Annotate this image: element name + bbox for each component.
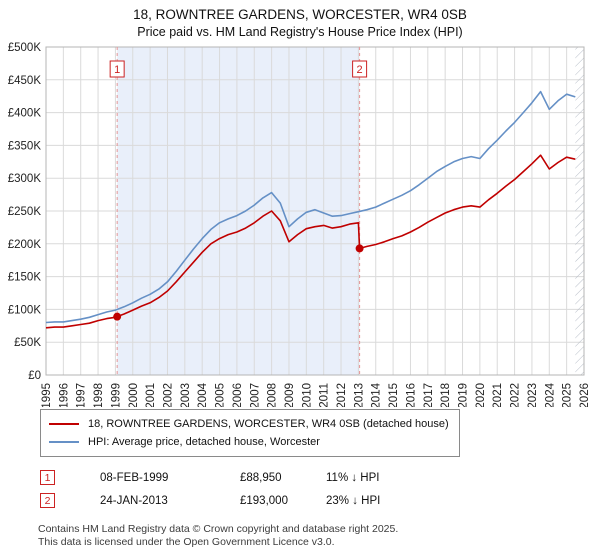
legend-label-hpi: HPI: Average price, detached house, Worc…: [88, 436, 320, 448]
x-tick-label: 2005: [215, 383, 227, 407]
x-tick-label: 2019: [458, 383, 470, 407]
sale-row-2: 2 24-JAN-2013 £193,000 23% ↓ HPI: [40, 489, 600, 512]
property-series-line: [45, 154, 576, 329]
x-tick-label: 2022: [510, 383, 522, 407]
y-tick-label: £50K: [14, 337, 41, 349]
sale-row-1: 1 08-FEB-1999 £88,950 11% ↓ HPI: [40, 466, 600, 489]
sales-list: 1 08-FEB-1999 £88,950 11% ↓ HPI 2 24-JAN…: [40, 466, 600, 512]
footer-line-2: This data is licensed under the Open Gov…: [38, 535, 335, 548]
x-tick-label: 2024: [544, 382, 556, 407]
x-tick-label: 2006: [232, 383, 244, 407]
sale-2-number-badge: 2: [40, 493, 55, 508]
x-tick-label: 2013: [353, 383, 365, 407]
x-tick-label: 1998: [93, 383, 105, 407]
x-tick-label: 2003: [180, 383, 192, 407]
x-tick-label: 1997: [76, 383, 88, 407]
sale-number-label: 1: [114, 64, 120, 76]
sale-point-marker: [113, 312, 122, 321]
x-tick-label: 2016: [405, 383, 417, 407]
x-tick-label: 2014: [371, 382, 383, 407]
sale-2-price: £193,000: [240, 494, 288, 507]
chart-title: 18, ROWNTREE GARDENS, WORCESTER, WR4 0SB: [133, 7, 467, 22]
x-tick-label: 2009: [284, 383, 296, 407]
x-tick-label: 1999: [110, 383, 122, 407]
y-tick-label: £150K: [8, 272, 42, 284]
x-tick-label: 2025: [562, 383, 574, 407]
y-tick-label: £500K: [8, 42, 42, 54]
x-tick-label: 2004: [197, 382, 209, 407]
sale-1-number-badge: 1: [40, 470, 55, 485]
property-line-swatch: [49, 423, 79, 425]
chart-header: 18, ROWNTREE GARDENS, WORCESTER, WR4 0SB…: [0, 0, 600, 39]
y-tick-label: £250K: [8, 206, 42, 218]
footer: Contains HM Land Registry data © Crown c…: [38, 523, 600, 548]
hpi-series-line: [45, 90, 576, 324]
x-tick-label: 1995: [41, 383, 53, 407]
hpi-line-swatch: [49, 441, 79, 443]
x-tick-label: 2000: [128, 383, 140, 407]
x-tick-label: 2017: [423, 383, 435, 407]
x-tick-label: 2023: [527, 383, 539, 407]
y-tick-label: £200K: [8, 239, 42, 251]
x-tick-label: 2007: [249, 383, 261, 407]
sale-point-marker: [355, 244, 364, 253]
footer-line-1: Contains HM Land Registry data © Crown c…: [38, 523, 399, 535]
x-tick-label: 2026: [579, 383, 591, 407]
sale-number-box: [352, 60, 368, 78]
x-tick-label: 2015: [388, 383, 400, 407]
price-chart: 1 2 £0 £50K £100K £150K £200K £250K £300K £350K £4…: [8, 42, 591, 407]
y-tick-label: £100K: [8, 304, 42, 316]
plot-border: [45, 46, 585, 376]
y-tick-label: £450K: [8, 75, 42, 87]
x-tick-label: 2001: [145, 383, 157, 407]
x-tick-label: 2010: [301, 383, 313, 407]
future-hatch-region: [575, 47, 584, 375]
legend-item-property: 18, ROWNTREE GARDENS, WORCESTER, WR4 0SB…: [49, 415, 451, 433]
sale-1-date: 08-FEB-1999: [100, 471, 169, 484]
x-tick-label: 2021: [492, 383, 504, 407]
sale-2-hpi-delta: 23% ↓ HPI: [326, 494, 381, 507]
x-tick-label: 2002: [162, 383, 174, 407]
y-tick-label: £0: [28, 370, 41, 382]
legend-label-property: 18, ROWNTREE GARDENS, WORCESTER, WR4 0SB…: [88, 418, 449, 430]
sale-number-box: [109, 60, 125, 78]
x-tick-label: 1996: [58, 383, 70, 407]
sale-1-hpi-delta: 11% ↓ HPI: [326, 471, 380, 484]
sale-1-price: £88,950: [240, 471, 282, 484]
chart-legend: 18, ROWNTREE GARDENS, WORCESTER, WR4 0SB…: [40, 409, 460, 457]
legend-item-hpi: HPI: Average price, detached house, Worc…: [49, 433, 451, 451]
x-tick-label: 2008: [267, 383, 279, 407]
x-tick-label: 2020: [475, 383, 487, 407]
x-tick-label: 2018: [440, 383, 452, 407]
y-tick-label: £350K: [8, 140, 42, 152]
x-tick-label: 2012: [336, 383, 348, 407]
x-tick-label: 2011: [319, 383, 331, 407]
sale-2-date: 24-JAN-2013: [100, 494, 168, 507]
y-tick-label: £400K: [8, 108, 42, 120]
y-tick-label: £300K: [8, 173, 42, 185]
chart-subtitle: Price paid vs. HM Land Registry's House …: [137, 25, 463, 39]
sale-number-label: 2: [357, 64, 363, 76]
